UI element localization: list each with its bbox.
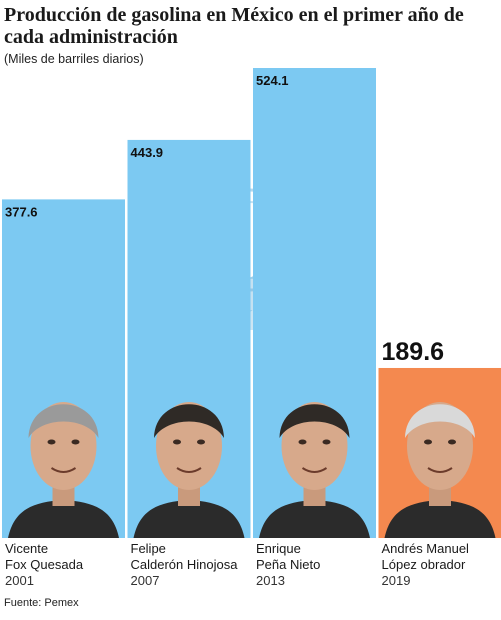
- category-label-2-line1: Felipe: [131, 541, 166, 556]
- category-year-3: 2013: [256, 573, 285, 588]
- category-label-1-line2: Fox Quesada: [5, 557, 84, 572]
- category-year-4: 2019: [382, 573, 411, 588]
- portrait-4-photo: [384, 402, 496, 538]
- portrait-1-photo: [8, 402, 119, 538]
- category-label-1-line1: Vicente: [5, 541, 48, 556]
- category-label-3-line1: Enrique: [256, 541, 301, 556]
- portrait-3-photo: [259, 402, 370, 538]
- category-label-4-line1: Andrés Manuel: [382, 541, 470, 556]
- category-year-2: 2007: [131, 573, 160, 588]
- chart-title: Producción de gasolina en México en el p…: [4, 4, 464, 48]
- category-label-4-line2: López obrador: [382, 557, 467, 572]
- value-label-4: 189.6: [382, 338, 445, 366]
- category-year-1: 2001: [5, 573, 34, 588]
- portrait-2-photo: [133, 402, 245, 538]
- category-label-2-line2: Calderón Hinojosa: [131, 557, 239, 572]
- value-label-3: 524.1: [256, 73, 289, 88]
- chart-subtitle: (Miles de barriles diarios): [4, 52, 144, 66]
- category-label-3-line2: Peña Nieto: [256, 557, 320, 572]
- value-label-2: 443.9: [131, 145, 164, 160]
- value-label-1: 377.6: [5, 204, 38, 219]
- source-note: Fuente: Pemex: [4, 597, 79, 609]
